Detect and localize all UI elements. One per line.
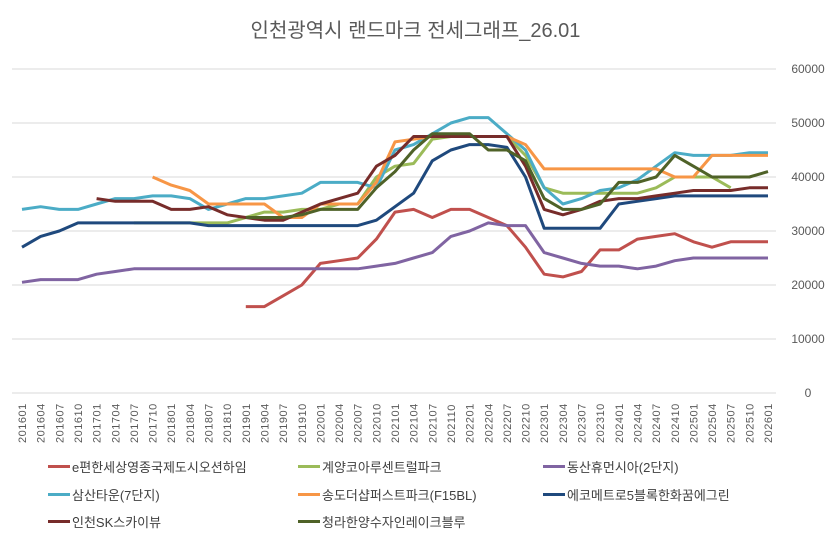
y-tick-label: 40000 [791, 170, 825, 184]
legend-item: 동산휴먼시아(2단지) [543, 457, 679, 476]
series-line-5 [21, 143, 768, 249]
x-tick-label: 202001 [315, 403, 327, 443]
x-tick-label: 202307 [577, 403, 589, 443]
legend-item: 계양코아루센트럴파크 [298, 457, 442, 476]
x-tick-label: 202304 [558, 403, 570, 443]
legend-swatch [543, 493, 565, 496]
legend-item: 에코메트로5블록한화꿈에그린 [543, 485, 730, 504]
x-tick-label: 201604 [36, 403, 48, 443]
x-tick-label: 202101 [390, 403, 402, 443]
x-tick-label: 202201 [465, 403, 477, 443]
x-tick-label: 201901 [241, 403, 253, 443]
y-tick-label: 50000 [791, 116, 825, 130]
x-tick-label: 201804 [185, 403, 197, 443]
x-tick-label: 202504 [707, 403, 719, 443]
y-tick-label: 30000 [791, 224, 825, 238]
legend-swatch [543, 465, 565, 468]
legend-swatch [298, 465, 320, 468]
chart-title: 인천광역시 랜드마크 전세그래프_26.01 [250, 20, 581, 42]
series-line-6 [96, 135, 768, 222]
legend-item: 삼산타운(7단지) [48, 485, 160, 504]
legend-item: 인천SK스카이뷰 [48, 512, 161, 531]
x-tick-label: 202404 [632, 403, 644, 443]
x-tick-label: 201910 [297, 403, 309, 443]
x-tick-label: 202510 [744, 403, 756, 443]
legend-item: 청라한양수자인레이크블루 [298, 512, 466, 531]
legend-label: e편한세상영종국제도시오션하임 [72, 460, 247, 475]
x-tick-label: 202007 [353, 403, 365, 443]
series-line-3 [21, 116, 768, 211]
x-tick-label: 201907 [278, 403, 290, 443]
legend-item: 송도더샵퍼스트파크(F15BL) [298, 485, 477, 504]
x-tick-label: 201601 [17, 403, 29, 443]
x-tick-label: 202110 [446, 404, 458, 443]
y-tick-label: 0 [805, 386, 812, 400]
legend-label: 동산휴먼시아(2단지) [567, 460, 679, 475]
x-tick-label: 202107 [427, 403, 439, 443]
x-tick-label: 201707 [129, 403, 141, 443]
y-tick-label: 10000 [791, 332, 825, 346]
x-tick-label: 201704 [110, 403, 122, 443]
series-line-2 [21, 221, 768, 284]
series-line-7 [245, 132, 769, 219]
legend-label: 에코메트로5블록한화꿈에그린 [567, 488, 730, 503]
series-line-1 [133, 135, 732, 225]
x-tick-label: 201701 [92, 403, 104, 443]
x-tick-label: 202301 [539, 403, 551, 443]
x-tick-label: 202310 [595, 403, 607, 443]
legend-swatch [48, 520, 70, 523]
x-tick-label: 201807 [204, 403, 216, 443]
x-tick-label: 201710 [148, 403, 160, 443]
legend-swatch [48, 493, 70, 496]
x-tick-label: 202501 [688, 403, 700, 443]
x-tick-label: 202410 [670, 403, 682, 443]
legend-item: e편한세상영종국제도시오션하임 [48, 457, 247, 476]
legend-swatch [298, 520, 320, 523]
x-tick-label: 202601 [763, 403, 775, 443]
legend-swatch [48, 465, 70, 468]
y-tick-label: 60000 [791, 62, 825, 76]
x-tick-label: 201810 [222, 403, 234, 443]
legend-label: 청라한양수자인레이크블루 [322, 515, 466, 530]
x-tick-label: 201610 [73, 403, 85, 443]
legend-label: 송도더샵퍼스트파크(F15BL) [322, 488, 477, 503]
x-tick-label: 201801 [166, 403, 178, 443]
legend-swatch [298, 493, 320, 496]
x-tick-label: 201607 [54, 403, 66, 443]
x-tick-label: 201904 [259, 403, 271, 443]
y-tick-label: 20000 [791, 278, 825, 292]
x-tick-label: 202204 [483, 403, 495, 443]
x-tick-label: 202210 [521, 403, 533, 443]
x-tick-label: 202207 [502, 403, 514, 443]
x-tick-label: 202407 [651, 403, 663, 443]
x-tick-label: 202010 [371, 403, 383, 443]
x-tick-label: 202104 [409, 403, 421, 443]
x-tick-label: 202401 [614, 403, 626, 443]
legend-label: 인천SK스카이뷰 [72, 515, 162, 530]
x-tick-label: 202507 [726, 403, 738, 443]
x-tick-label: 202004 [334, 403, 346, 443]
legend-label: 계양코아루센트럴파크 [322, 460, 442, 475]
legend-label: 삼산타운(7단지) [72, 488, 160, 503]
